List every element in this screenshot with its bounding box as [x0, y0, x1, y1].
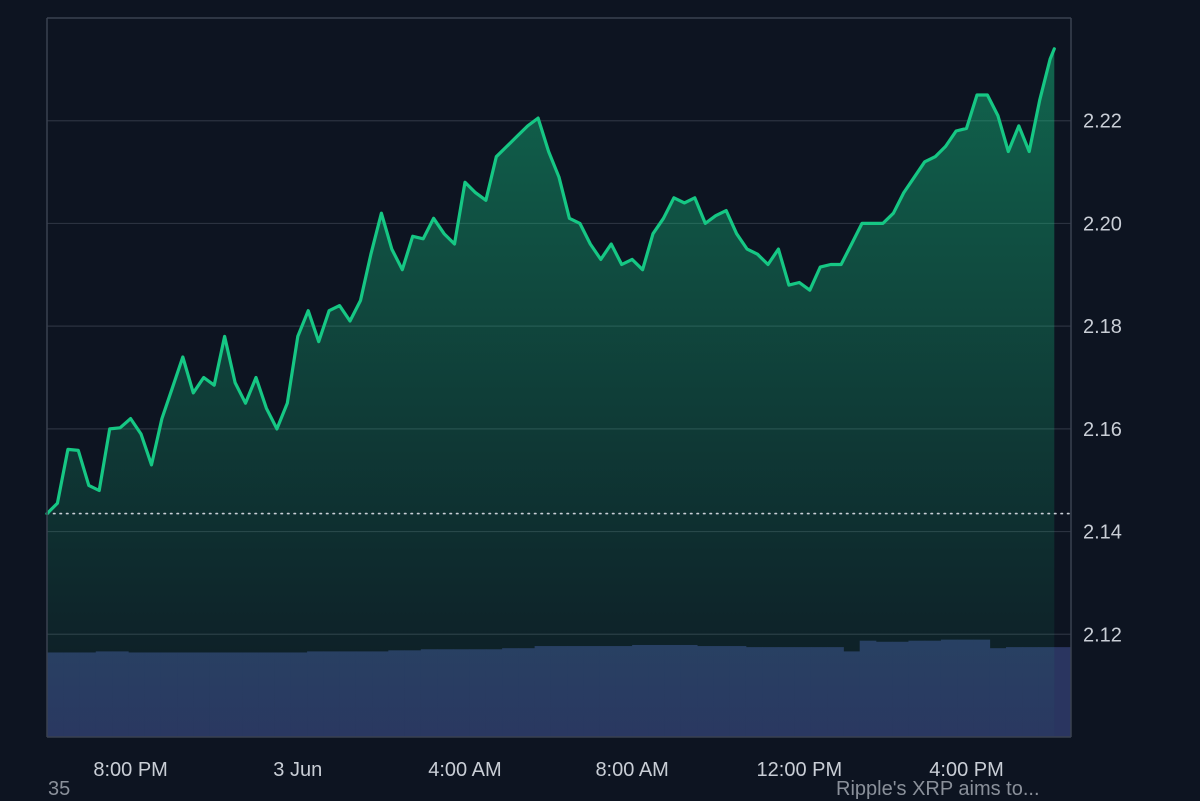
y-tick-label: 2.22 [1083, 111, 1122, 133]
frame-layer [46, 17, 1072, 738]
y-tick-label: 2.18 [1083, 316, 1122, 338]
volume-bar [1054, 647, 1072, 737]
x-tick-label: 8:00 PM [93, 759, 167, 781]
x-tick-label: 4:00 PM [929, 759, 1003, 781]
x-tick-label: 8:00 AM [595, 759, 668, 781]
footer-count: 35 [48, 778, 71, 800]
x-tick-label: 12:00 PM [757, 759, 843, 781]
y-axis: 2.12 2.14 2.16 2.18 2.20 2.22 [1083, 111, 1122, 647]
y-tick-label: 2.20 [1083, 213, 1122, 235]
area-layer [47, 48, 1055, 738]
price-area [47, 48, 1055, 738]
y-tick-label: 2.12 [1083, 624, 1122, 646]
y-tick-label: 2.16 [1083, 419, 1122, 441]
x-tick-label: 4:00 AM [428, 759, 501, 781]
news-headline-link[interactable]: Ripple's XRP aims to... [836, 778, 1040, 800]
line-layer [45, 47, 1056, 516]
x-axis: 8:00 PM 3 Jun 4:00 AM 8:00 AM 12:00 PM 4:00 P… [93, 759, 1003, 781]
x-tick-label: 3 Jun [273, 759, 322, 781]
y-tick-label: 2.14 [1083, 522, 1122, 544]
price-line [45, 47, 1056, 516]
